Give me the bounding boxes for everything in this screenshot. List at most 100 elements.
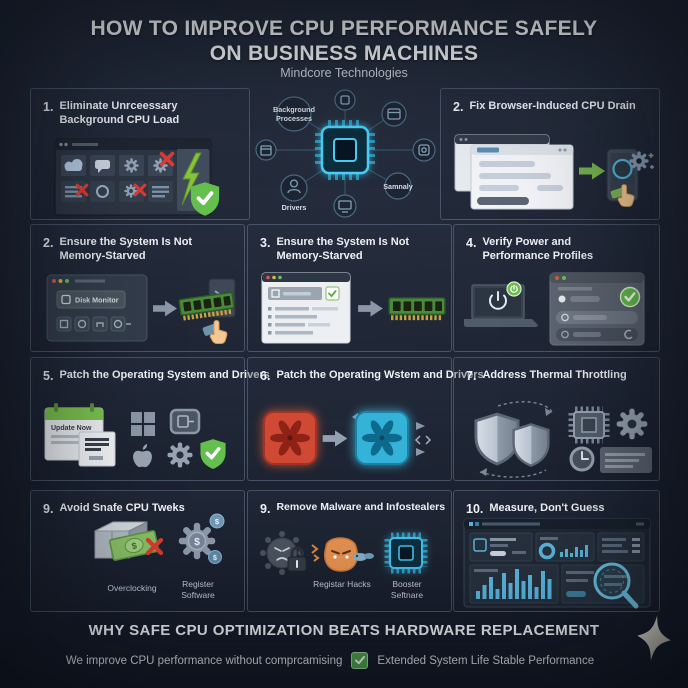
lightning-icon: [181, 152, 202, 206]
panel-cpu-info: [469, 532, 533, 562]
shield-icon: [474, 412, 520, 466]
card-title: 5. Patch the Operating System and Driver…: [43, 369, 270, 383]
node-calendar-icon: [260, 145, 272, 156]
hub-label: Background: [273, 105, 315, 114]
tweaks-illustration: $ $ $ $: [94, 513, 225, 564]
hot-fan-icon: [263, 411, 317, 465]
card-number: 3.: [260, 236, 271, 250]
footer-note-left: We improve CPU performance without compr…: [65, 654, 343, 667]
padlock-icon: [287, 546, 307, 572]
footer-note-right: Extended System Life Stable Performance: [377, 654, 595, 667]
profile-row: [556, 311, 638, 324]
panel-stats: [597, 532, 645, 562]
card-number: 5.: [43, 369, 54, 383]
text-bars: [479, 161, 563, 191]
bar-chart: [476, 569, 552, 599]
clock-icon: [569, 446, 595, 472]
coin-icon: [209, 513, 225, 529]
page-title: HOW TO IMPROVE CPU PERFORMANCE SAFELY ON…: [0, 16, 688, 66]
app-circle-icon: [612, 158, 633, 180]
card-number: 6.: [260, 369, 271, 383]
gear-icon: [167, 442, 193, 468]
patching-illustration: Update Now: [44, 403, 227, 470]
donut-chart: [538, 542, 556, 560]
panel-history: [469, 564, 559, 604]
radio-icon: [558, 295, 566, 303]
card-title: 9. Avoid Snafe CPU Tweks: [43, 502, 185, 516]
coin-symbol: $: [213, 555, 217, 562]
mini-bar-chart: [560, 545, 588, 557]
cpu-hub-diagram: Background Processes Drivers Samnaly: [248, 86, 442, 220]
footer-note: We improve CPU performance without compr…: [0, 652, 674, 669]
note-box: [600, 447, 652, 473]
card-fix-browser-cpu-drain: 2. Fix Browser-Induced CPU Drain: [440, 88, 660, 220]
card-number: 10.: [466, 502, 484, 516]
gear-icon: [629, 151, 649, 171]
chip-icon: [384, 532, 428, 574]
card-title: 2. Ensure the System Is Not Memory-Starv…: [43, 236, 193, 263]
card-thermal-throttling: 7. Address Thermal Throttling: [453, 357, 660, 481]
shield-check-icon: [199, 438, 227, 470]
card-title: 1. Eliminate Unrceessary Background CPU …: [43, 100, 180, 127]
driver-box-icon: [169, 408, 201, 435]
hub-labels: Background Processes Drivers Samnaly: [273, 105, 413, 212]
fans-illustration: [263, 411, 432, 465]
refresh-glyph: [624, 329, 633, 340]
card-number: 9.: [260, 502, 271, 516]
title-line-1: HOW TO IMPROVE CPU PERFORMANCE SAFELY: [90, 17, 598, 40]
cpu-hub-svg: Background Processes Drivers Samnaly: [255, 89, 436, 218]
profile-row: [556, 328, 638, 341]
arrow-icon: [153, 300, 177, 317]
toolbar-glyphs: [59, 319, 131, 329]
node-window-icon: [387, 108, 401, 120]
card-number: 2.: [43, 236, 54, 250]
card-number: 9.: [43, 502, 54, 516]
card-title: 6. Patch the Operating Wstem and Drivers: [260, 369, 484, 383]
browser-illustration: [454, 134, 654, 210]
card-patch-os-drivers-a: 5. Patch the Operating System and Driver…: [30, 357, 270, 481]
check-badge: [325, 286, 340, 301]
chat-icon: [95, 160, 110, 173]
card-patch-os-drivers-b: 6. Patch the Operating Wstem and Drivers: [247, 357, 484, 481]
node-monitor-icon: [338, 200, 352, 213]
coin-symbol: $: [215, 517, 220, 526]
cycle-arrows: [479, 401, 553, 478]
card-number: 4.: [466, 236, 477, 250]
malware-illustration: [260, 531, 428, 575]
gear-icon: [124, 158, 139, 173]
flow-arrows-icon: [416, 422, 425, 456]
chip-icon: [568, 406, 610, 444]
card-title: 7. Address Thermal Throttling: [466, 369, 627, 383]
plus-marks: [648, 153, 654, 169]
card-eliminate-background-cpu-load: 1. Eliminate Unrceessary Background CPU …: [30, 88, 250, 220]
ram-icon: [389, 298, 445, 318]
green-arrow-icon: [579, 162, 605, 180]
task-manager-illustration: [54, 138, 221, 217]
gear-dollar-symbol: $: [194, 536, 200, 548]
card-avoid-unsafe-tweaks: 9. Avoid Snafe CPU Tweks $ $ $ $: [30, 490, 245, 612]
thermal-illustration: [474, 401, 652, 478]
gear-icon: [616, 408, 648, 440]
bill-symbol: $: [131, 541, 138, 552]
shield-icon: [512, 423, 550, 467]
card-remove-malware: 9. Remove Malware and Infostealers: [247, 490, 452, 612]
laptop-base: [464, 319, 538, 327]
mini-label-register-hacks: Registar Hacks: [313, 579, 371, 589]
memory-illustration: Disk Monitor: [46, 274, 244, 344]
memory-illustration: [261, 272, 451, 344]
footer-heading: WHY SAFE CPU OPTIMIZATION BEATS HARDWARE…: [88, 622, 600, 639]
node-app-icon: [418, 144, 430, 156]
title-line-2: ON BUSINESS MACHINES: [209, 42, 479, 66]
cool-fan-icon: [355, 411, 409, 465]
power-icon: [489, 291, 507, 310]
arrow-icon: [322, 430, 348, 447]
mini-label-register-software: Register Software: [181, 579, 215, 600]
mini-calendar-icon: [78, 431, 116, 467]
code-glyph-icon: [414, 435, 432, 445]
sparkle-icon: [633, 612, 675, 664]
card-memory-starved-b: 3. Ensure the System Is Not Memory-Starv…: [247, 224, 452, 352]
hub-label: Drivers: [282, 203, 307, 212]
card-number: 7.: [466, 369, 477, 383]
card-title: 4. Verify Power and Performance Profiles: [466, 236, 594, 263]
malware-blob-icon: [311, 537, 374, 572]
